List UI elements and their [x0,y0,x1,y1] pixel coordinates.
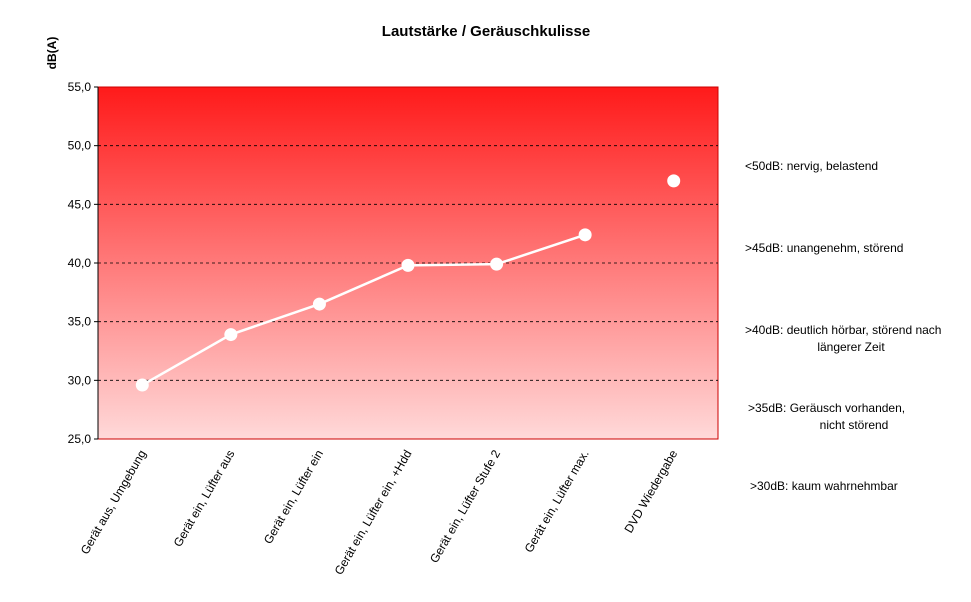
annotation-line: >35dB: Geräusch vorhanden, [748,401,905,415]
x-tick-label: Gerät aus, Umgebung [78,448,149,557]
x-axis-ticks: Gerät aus, Umgebung Gerät ein, Lüfter aus… [78,447,681,577]
series-line [141,233,586,387]
annotation-line: <50dB: nervig, belastend [745,159,878,173]
y-tick-label: 45,0 [68,197,92,211]
chart-title: Lautstärke / Geräuschkulisse [382,23,590,40]
y-tick-label: 50,0 [68,139,92,153]
x-tick-label: DVD Wiedergabe [622,447,681,535]
annotation: >35dB: Geräusch vorhanden, nicht störend [748,401,905,432]
data-point [312,297,326,311]
y-tick-label: 55,0 [68,80,92,94]
y-tick-label: 40,0 [68,256,92,270]
data-point [135,378,149,392]
annotation: >45dB: unangenehm, störend [745,241,903,255]
annotation: >30dB: kaum wahrnehmbar [750,479,898,493]
y-axis-label: dB(A) [45,37,59,70]
x-tick-label: Gerät ein, Lüfter aus [171,448,238,550]
data-point [667,174,681,188]
x-tick-label: Gerät ein, Lüfter Stufe 2 [427,447,503,565]
x-tick-label: Gerät ein, Lüfter ein, +Hdd [332,448,415,578]
data-point [490,257,504,271]
x-tick-label: Gerät ein, Lüfter ein [261,448,326,547]
annotation: >40dB: deutlich hörbar, störend nach läng… [745,323,941,354]
annotation-line: >40dB: deutlich hörbar, störend nach [745,323,941,337]
y-tick-label: 35,0 [68,315,92,329]
annotation-line: längerer Zeit [817,340,885,354]
annotation-line: nicht störend [820,418,889,432]
data-point [401,258,415,272]
y-axis-ticks: 25,0 30,0 35,0 40,0 45,0 50,0 55,0 [68,80,98,446]
annotation-line: >45dB: unangenehm, störend [745,241,903,255]
data-point [224,328,238,342]
annotations: <50dB: nervig, belastend >45dB: unangeneh… [745,159,941,493]
y-tick-label: 25,0 [68,432,92,446]
data-point [578,228,592,242]
grid-lines [98,145,718,381]
data-series [135,174,681,392]
annotation: <50dB: nervig, belastend [745,159,878,173]
annotation-line: >30dB: kaum wahrnehmbar [750,479,898,493]
y-tick-label: 30,0 [68,373,92,387]
x-tick-label: Gerät ein, Lüfter max. [522,448,592,556]
